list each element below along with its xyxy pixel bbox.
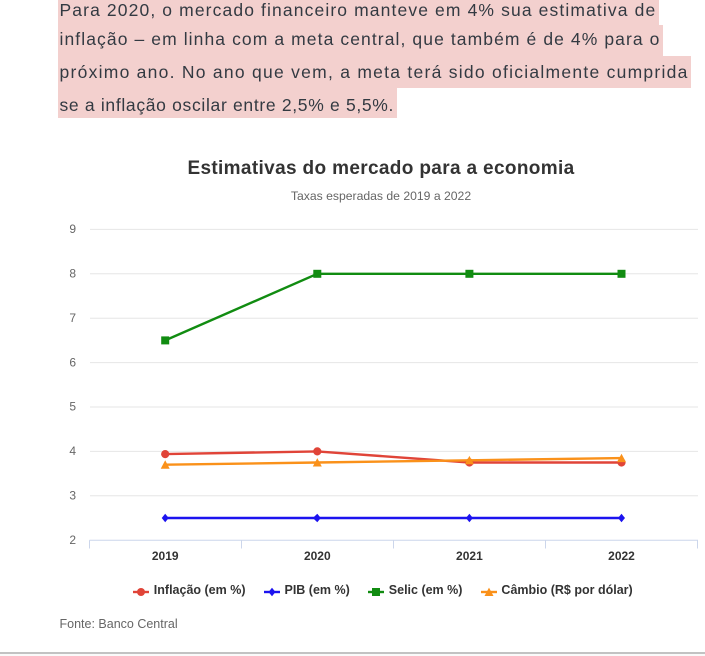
svg-text:4: 4 <box>69 444 76 458</box>
svg-text:7: 7 <box>69 311 76 325</box>
svg-text:2: 2 <box>69 533 76 547</box>
svg-text:2021: 2021 <box>456 549 483 563</box>
svg-text:3: 3 <box>69 489 76 503</box>
svg-text:2020: 2020 <box>304 549 331 563</box>
svg-text:Taxas esperadas de 2019 a 2022: Taxas esperadas de 2019 a 2022 <box>291 189 471 203</box>
svg-text:Estimativas do mercado para a: Estimativas do mercado para a economia <box>187 158 574 179</box>
svg-text:6: 6 <box>69 355 76 369</box>
svg-text:2022: 2022 <box>608 549 635 563</box>
svg-text:9: 9 <box>69 222 76 236</box>
svg-text:5: 5 <box>69 400 76 414</box>
svg-text:8: 8 <box>69 267 76 281</box>
svg-text:2019: 2019 <box>152 549 179 563</box>
